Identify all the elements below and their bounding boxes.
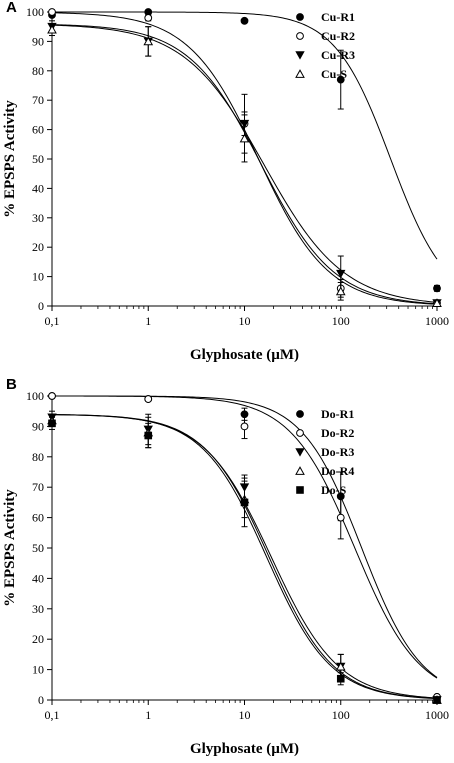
y-tick-label: 70 (32, 480, 44, 494)
data-point-cu-r2 (144, 13, 153, 22)
data-point-do-r2 (240, 422, 249, 431)
fit-curve-do-r3 (51, 414, 438, 699)
fit-curve-do-s (51, 414, 438, 700)
legend-marker-do-r4 (295, 466, 305, 475)
legend-label-do-r3: Do-R3 (321, 445, 354, 459)
legend-label-do-r2: Do-R2 (321, 426, 354, 440)
x-tick-label: 0,1 (45, 314, 60, 328)
x-tick-label: 100 (332, 708, 350, 722)
y-tick-label: 20 (32, 632, 44, 646)
legend-marker-do-s (296, 486, 304, 494)
x-axis-label: Glyphosate (µM) (190, 347, 299, 363)
y-tick-label: 30 (32, 602, 44, 616)
data-point-cu-s (239, 133, 250, 143)
data-point-cu-s (335, 286, 346, 296)
data-point-cu-r1 (336, 75, 345, 84)
fit-curve-cu-s (51, 24, 438, 305)
data-point-do-s (48, 419, 56, 428)
data-point-do-r2 (144, 395, 153, 403)
legend-label-cu-r3: Cu-R3 (321, 48, 355, 62)
y-tick-label: 10 (32, 663, 44, 677)
y-tick-label: 40 (32, 571, 44, 585)
legend-marker-do-r2 (296, 429, 304, 437)
legend-label-cu-s: Cu-S (321, 67, 347, 81)
y-tick-label: 90 (32, 419, 44, 433)
panel-letter: A (6, 0, 17, 16)
legend-marker-cu-r2 (296, 32, 304, 40)
panel-b: B 0 10 20 30 40 50 60 70 80 90 100 0,1 1 10 100 1000 Glyp… (2, 376, 449, 757)
legend-label-cu-r1: Cu-R1 (321, 10, 355, 24)
y-tick-label: 90 (32, 34, 44, 48)
x-tick-label: 1 (145, 708, 151, 722)
y-tick-label: 100 (26, 5, 44, 19)
x-tick-label: 10 (239, 708, 251, 722)
fit-curve-do-r2 (51, 395, 438, 679)
panel-a: A 0 10 20 30 40 50 60 70 80 90 100 0,1 1 10 100 1000 Glyp… (2, 0, 449, 363)
y-axis-label: % EPSPS Activity (2, 489, 18, 607)
legend-marker-cu-r1 (296, 13, 304, 21)
y-tick-label: 0 (38, 299, 44, 313)
legend-label-do-r1: Do-R1 (321, 407, 354, 421)
y-tick-label: 60 (32, 511, 44, 525)
data-point-cu-s (143, 36, 154, 46)
x-tick-label: 1 (145, 314, 151, 328)
data-point-do-s (240, 498, 249, 507)
y-tick-label: 0 (38, 693, 44, 707)
data-point-cu-r1 (240, 16, 249, 25)
data-point-do-s (336, 674, 345, 683)
legend-marker-cu-r3 (295, 51, 305, 60)
y-tick-label: 30 (32, 211, 44, 225)
x-axis-label: Glyphosate (µM) (190, 741, 299, 757)
panel-letter: B (6, 376, 17, 393)
data-point-do-s (144, 431, 153, 440)
y-tick-label: 70 (32, 93, 44, 107)
data-point-cu-r1 (433, 284, 441, 293)
y-tick-label: 50 (32, 541, 44, 555)
data-point-do-r2 (336, 513, 345, 522)
y-tick-label: 100 (26, 389, 44, 403)
data-point-do-r2 (48, 392, 56, 400)
legend-label-do-s: Do-S (321, 483, 347, 497)
data-point-cu-s (47, 24, 57, 34)
y-tick-label: 60 (32, 123, 44, 137)
x-tick-label: 10 (239, 314, 251, 328)
y-tick-label: 20 (32, 240, 44, 254)
x-tick-label: 1000 (425, 314, 449, 328)
legend-label-do-r4: Do-R4 (321, 464, 354, 478)
legend-marker-do-r1 (296, 410, 304, 418)
y-axis-label: % EPSPS Activity (2, 100, 18, 218)
fit-curve-cu-r1 (52, 11, 438, 260)
x-tick-label: 100 (332, 314, 350, 328)
legend-marker-cu-s (295, 69, 305, 78)
y-tick-label: 10 (32, 270, 44, 284)
data-point-cu-s (432, 298, 442, 307)
data-point-cu-r3 (336, 269, 346, 279)
data-point-do-s (433, 696, 441, 704)
y-tick-label: 80 (32, 450, 44, 464)
data-point-cu-r2 (48, 8, 56, 16)
x-tick-label: 1000 (425, 708, 449, 722)
fit-curve-cu-r3 (51, 24, 438, 303)
y-tick-label: 80 (32, 64, 44, 78)
y-tick-label: 50 (32, 152, 44, 166)
fit-curve-do-r4 (51, 414, 438, 699)
y-tick-label: 40 (32, 181, 44, 195)
legend-label-cu-r2: Cu-R2 (321, 29, 355, 43)
data-point-do-r4 (335, 661, 346, 671)
legend-marker-do-r3 (295, 448, 305, 457)
x-tick-label: 0,1 (45, 708, 60, 722)
